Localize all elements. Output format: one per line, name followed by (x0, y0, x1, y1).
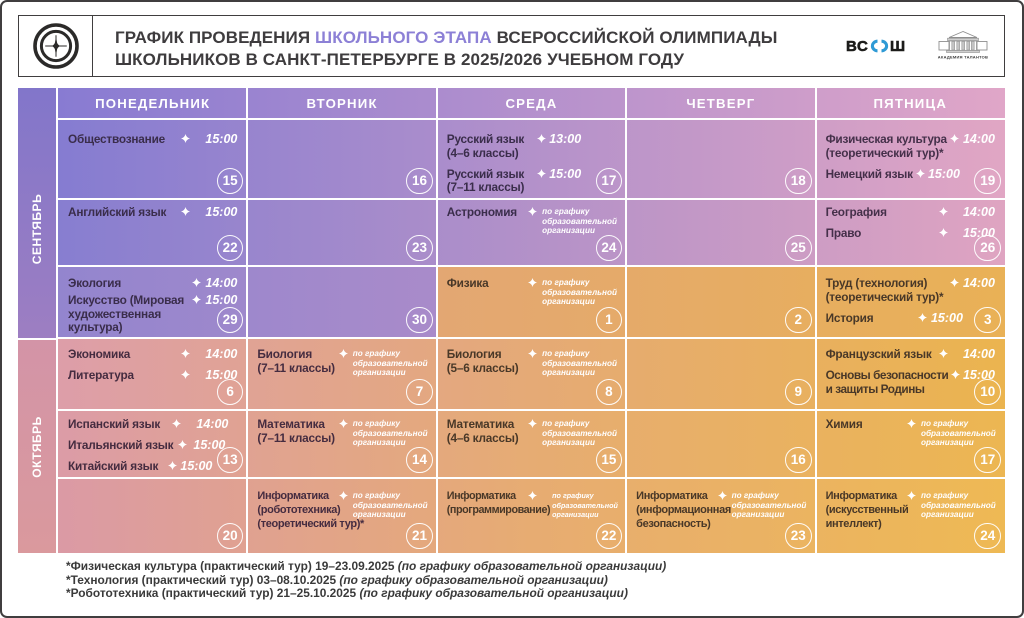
svg-text:ВС: ВС (846, 38, 869, 54)
svg-text:Ш: Ш (890, 38, 905, 54)
svg-text:АКАДЕМИЯ ТАЛАНТОВ: АКАДЕМИЯ ТАЛАНТОВ (938, 55, 988, 60)
